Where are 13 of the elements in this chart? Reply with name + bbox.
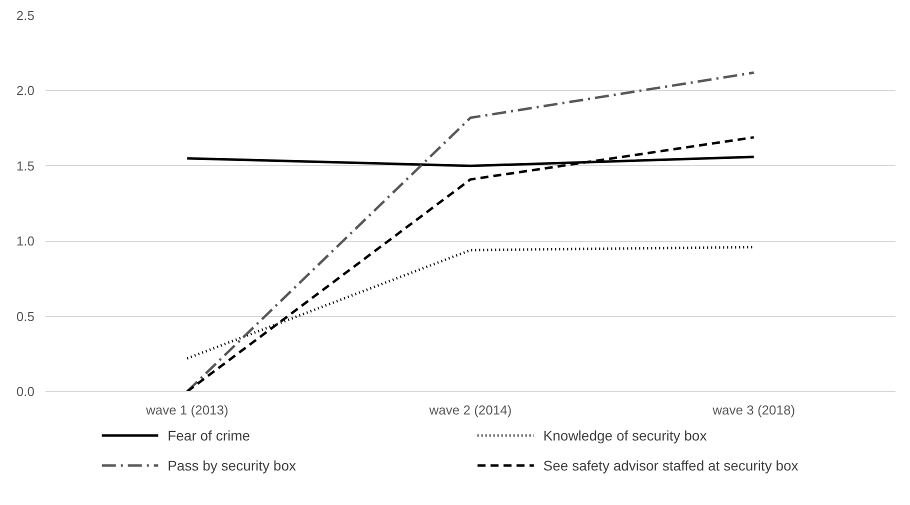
y-tick-label: 0.0 — [16, 384, 35, 399]
y-tick-label: 2.5 — [16, 8, 35, 23]
x-tick-label: wave 3 (2018) — [712, 402, 796, 418]
legend-label: Knowledge of security box — [543, 428, 707, 444]
y-tick-label: 1.5 — [16, 158, 35, 174]
legend-label: Fear of crime — [168, 428, 250, 444]
legend-label: See safety advisor staffed at security box — [543, 458, 798, 474]
y-tick-label: 0.5 — [16, 308, 35, 324]
y-tick-label: 1.0 — [16, 234, 35, 249]
x-tick-label: wave 1 (2013) — [144, 402, 228, 418]
y-tick-label: 2.0 — [16, 83, 35, 98]
legend-label: Pass by security box — [168, 458, 296, 474]
x-tick-label: wave 2 (2014) — [428, 402, 512, 418]
